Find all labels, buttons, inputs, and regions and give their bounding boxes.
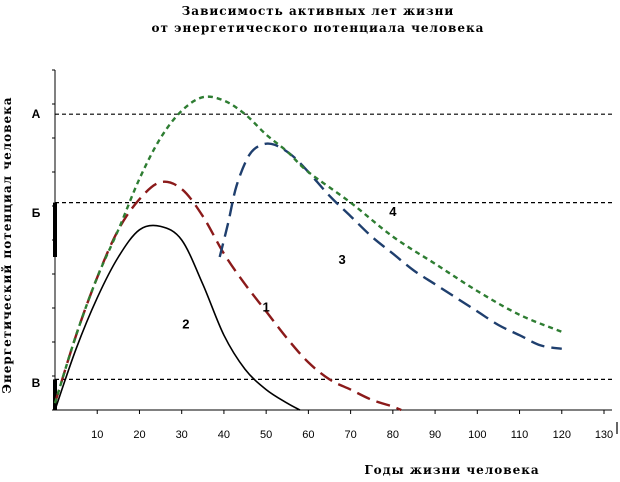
x-tick-label: 110 — [511, 429, 529, 441]
y-axis-title: Энергетический потенциал человека — [0, 96, 14, 393]
series-line-1 — [53, 180, 402, 412]
series-line-2 — [54, 224, 301, 411]
x-tick-label: 60 — [302, 429, 314, 441]
series-line-4 — [53, 95, 563, 404]
curve-label-4: 4 — [389, 204, 397, 219]
x-tick-label: 20 — [133, 429, 145, 441]
curve-label-2: 2 — [182, 316, 189, 331]
x-tick-label: 40 — [218, 429, 230, 441]
x-tick-label: 10 — [91, 429, 103, 441]
x-tick-label: 120 — [553, 429, 571, 441]
curve-label-1: 1 — [263, 299, 270, 314]
x-axis-title: Годы жизни человека — [364, 463, 539, 477]
level-label: Б — [32, 206, 41, 220]
chart-title: Зависимость активных лет жизни — [182, 4, 455, 18]
chart-subtitle: от энергетического потенциала человека — [152, 21, 485, 35]
level-label: В — [32, 376, 41, 390]
x-tick-label: 30 — [176, 429, 188, 441]
x-tick-label: 80 — [387, 429, 399, 441]
level-label: А — [32, 107, 41, 121]
x-tick-label: 70 — [344, 429, 356, 441]
reference-levels: А Б В — [32, 107, 612, 410]
x-tick-label: 90 — [429, 429, 441, 441]
x-tick-label: 50 — [260, 429, 272, 441]
x-tick-label: 130 — [595, 429, 613, 441]
series-line-3 — [218, 142, 562, 350]
series — [53, 95, 563, 412]
curve-label-3: 3 — [339, 252, 346, 267]
curve-labels: 1 2 3 4 — [182, 204, 397, 331]
x-tick-label: 100 — [468, 429, 486, 441]
x-ticks: 10 20 30 40 50 60 70 80 90 100 110 120 130 — [91, 410, 613, 441]
